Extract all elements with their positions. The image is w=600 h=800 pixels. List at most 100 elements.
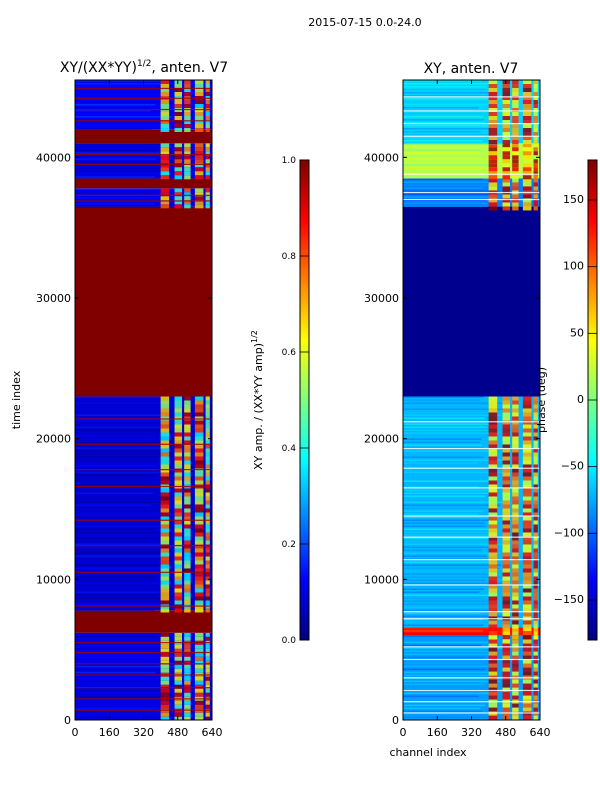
heatmap-cell <box>174 688 183 693</box>
heatmap-cell <box>522 404 532 409</box>
heatmap-texture <box>403 564 502 566</box>
heatmap-cell <box>512 159 519 164</box>
heatmap-cell <box>184 396 191 401</box>
heatmap-cell <box>533 576 538 581</box>
heatmap-cell <box>160 544 170 549</box>
heatmap-cell <box>502 456 511 461</box>
heatmap-cell <box>488 116 498 120</box>
heatmap-texture <box>75 125 164 127</box>
heatmap-cell <box>533 88 538 92</box>
heatmap-cell <box>512 404 519 409</box>
heatmap-cell <box>522 639 532 644</box>
heatmap-cell <box>184 516 191 521</box>
heatmap-cell <box>488 711 498 716</box>
heatmap-cell <box>488 175 498 180</box>
heatmap-texture <box>75 603 168 605</box>
amplitude-colorbar-ticks: 0.0 0.2 0.4 0.6 0.8 1.0 <box>282 156 309 646</box>
heatmap-cell <box>502 440 511 445</box>
panel-phase-title: XY, anten. V7 <box>424 61 519 77</box>
heatmap-cell <box>512 492 519 497</box>
heatmap-cell <box>174 468 183 473</box>
heatmap-cell <box>533 608 538 613</box>
heatmap-cell <box>533 715 538 720</box>
heatmap-cell <box>522 671 532 676</box>
heatmap-cell <box>184 572 191 577</box>
heatmap-cell <box>502 492 511 497</box>
heatmap-cell <box>488 484 498 489</box>
heatmap-cell <box>512 480 519 485</box>
heatmap-texture <box>403 668 486 671</box>
heatmap-streak <box>75 651 212 654</box>
heatmap-cell <box>160 548 170 553</box>
heatmap-cell <box>522 516 532 521</box>
heatmap-cell <box>512 667 519 672</box>
heatmap-cell <box>502 108 511 112</box>
heatmap-streak <box>403 110 540 112</box>
heatmap-streak <box>403 584 540 586</box>
heatmap-cell <box>502 84 511 88</box>
heatmap-cell <box>488 647 498 652</box>
heatmap-texture <box>75 420 172 422</box>
heatmap-cell <box>502 620 511 625</box>
heatmap-cell <box>194 436 204 441</box>
heatmap-cell <box>184 508 191 513</box>
heatmap-texture <box>403 615 503 617</box>
heatmap-cell <box>194 704 204 709</box>
heatmap-cell <box>174 584 183 589</box>
heatmap-streak <box>75 698 212 700</box>
heatmap-cell <box>512 456 519 461</box>
heatmap-cell <box>512 620 519 625</box>
heatmap-cell <box>160 204 170 209</box>
heatmap-cell <box>194 700 204 705</box>
heatmap-cell <box>194 124 204 128</box>
heatmap-texture <box>403 92 498 94</box>
heatmap-cell <box>160 492 170 497</box>
heatmap-cell <box>488 608 498 613</box>
heatmap-cell <box>205 472 210 477</box>
heatmap-texture <box>403 119 484 121</box>
heatmap-cell <box>160 660 170 665</box>
heatmap-cell <box>512 691 519 696</box>
heatmap-cell <box>502 568 511 573</box>
heatmap-cell <box>502 128 511 132</box>
heatmap-cell <box>488 136 498 140</box>
heatmap-texture <box>75 438 155 440</box>
heatmap-texture <box>403 432 500 434</box>
heatmap-cell <box>502 532 511 537</box>
heatmap-cell <box>174 175 183 180</box>
heatmap-cell <box>184 159 191 164</box>
heatmap-cell <box>184 112 191 116</box>
heatmap-cell <box>488 476 498 481</box>
heatmap-cell <box>502 163 511 168</box>
heatmap-texture <box>75 546 170 548</box>
heatmap-cell <box>205 424 210 429</box>
heatmap-cell <box>184 552 191 557</box>
heatmap-cell <box>160 192 170 197</box>
heatmap-cell <box>160 568 170 573</box>
heatmap-cell <box>533 452 538 457</box>
heatmap-cell <box>194 496 204 501</box>
heatmap-cell <box>194 592 204 597</box>
heatmap-texture <box>403 486 479 488</box>
heatmap-cell <box>522 620 532 625</box>
heatmap-cell <box>205 716 210 720</box>
heatmap-cell <box>488 540 498 545</box>
heatmap-streak <box>403 467 540 469</box>
heatmap-cell <box>488 715 498 720</box>
heatmap-cell <box>205 120 210 124</box>
heatmap-texture <box>75 713 153 716</box>
heatmap-cell <box>205 528 210 533</box>
heatmap-texture <box>75 107 151 109</box>
heatmap-cell <box>502 504 511 509</box>
heatmap-cell <box>502 206 511 211</box>
heatmap-cell <box>205 480 210 485</box>
heatmap-cell <box>205 432 210 437</box>
heatmap-texture <box>75 588 153 590</box>
heatmap-cell <box>488 703 498 708</box>
heatmap-cell <box>512 520 519 525</box>
heatmap-cell <box>184 155 191 160</box>
heatmap-cell <box>522 612 532 617</box>
heatmap-cell <box>502 564 511 569</box>
heatmap-cell <box>522 643 532 648</box>
heatmap-cell <box>174 92 183 96</box>
